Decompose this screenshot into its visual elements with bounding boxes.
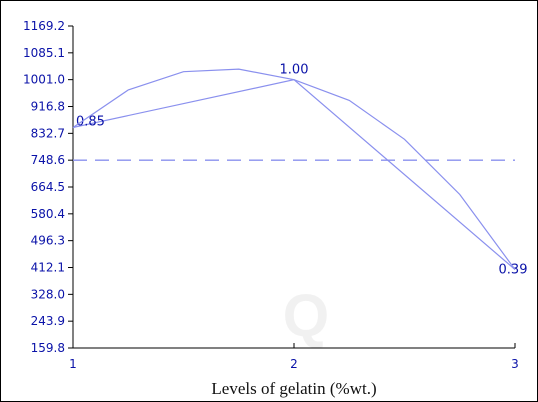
- y-tick-label: 580.4: [31, 207, 65, 221]
- series-segments: [72, 79, 516, 270]
- data-point-label: 0.39: [499, 262, 528, 277]
- series-curve: [72, 68, 516, 270]
- y-tick-label: 916.8: [31, 100, 65, 114]
- y-tick-label: 748.6: [31, 153, 65, 167]
- x-axis-title: Levels of gelatin (%wt.): [211, 379, 376, 398]
- y-tick-label: 832.7: [31, 126, 65, 140]
- x-tick-label: 3: [511, 357, 519, 371]
- y-tick-label: 496.3: [31, 234, 65, 248]
- y-tick-label: 243.9: [31, 314, 65, 328]
- y-tick-label: 664.5: [31, 180, 65, 194]
- x-tick-label: 2: [290, 357, 298, 371]
- x-tick-label: 1: [69, 357, 77, 371]
- y-tick-label: 159.8: [31, 341, 65, 355]
- watermark-mark: Q: [283, 282, 330, 349]
- y-tick-label: 328.0: [31, 287, 65, 301]
- y-tick-label: 412.1: [31, 261, 65, 275]
- data-point-label: 0.85: [76, 115, 105, 130]
- y-tick-label: 1169.2: [23, 19, 65, 33]
- data-point-label: 1.00: [280, 63, 309, 78]
- y-tick-label: 1085.1: [23, 46, 65, 60]
- y-tick-label: 1001.0: [23, 73, 65, 87]
